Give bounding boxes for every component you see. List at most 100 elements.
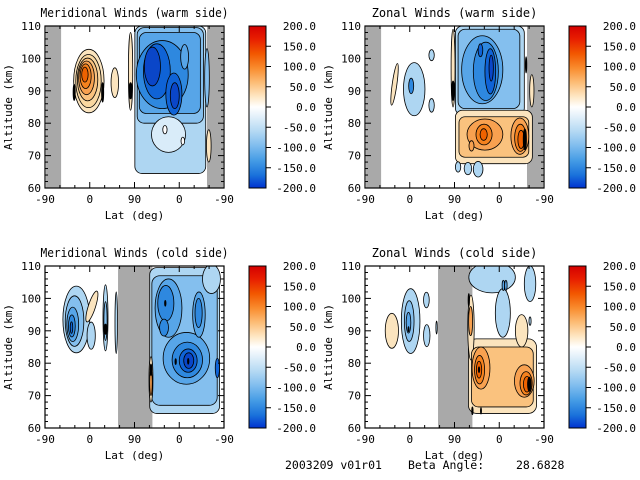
colorbar-label: 0.0 bbox=[296, 341, 316, 354]
contour-shape bbox=[69, 321, 74, 334]
y-tick-label: 80 bbox=[28, 357, 41, 370]
x-tick-label: -90 bbox=[214, 433, 234, 446]
x-tick-label: -90 bbox=[355, 433, 375, 446]
colorbar-label: 50.0 bbox=[290, 321, 317, 334]
contour-shape bbox=[428, 98, 435, 113]
colorbar-label: 150.0 bbox=[283, 280, 316, 293]
colorbar-label: 0.0 bbox=[296, 101, 316, 114]
contour-shape bbox=[206, 129, 212, 163]
contour-shape bbox=[488, 54, 494, 82]
colorbar-label: 200.0 bbox=[283, 260, 316, 273]
colorbar: 200.0 150.0 100.0 50.0 0.0 -50.0 -100.0 -150.0 -… bbox=[568, 20, 636, 195]
colorbar-label: 100.0 bbox=[603, 301, 636, 314]
contour-shape bbox=[180, 44, 189, 70]
contour-shape bbox=[527, 376, 532, 392]
x-tick-label: 0 bbox=[406, 193, 413, 206]
contour-shape bbox=[103, 323, 108, 335]
contour-shape bbox=[128, 82, 133, 100]
contour-shape bbox=[423, 324, 431, 348]
contour-shape bbox=[85, 290, 99, 323]
contour-field bbox=[366, 26, 544, 188]
contour-shape bbox=[149, 363, 153, 376]
x-tick-label: 0 bbox=[176, 433, 183, 446]
axis-ticks bbox=[44, 25, 225, 189]
colorbar-bar bbox=[568, 265, 587, 429]
contour-shape bbox=[159, 318, 169, 337]
colorbar-label: -100.0 bbox=[596, 142, 636, 155]
colorbar: 200.0 150.0 100.0 50.0 0.0 -50.0 -100.0 -150.0 -… bbox=[248, 20, 316, 195]
colorbar-label: -150.0 bbox=[276, 402, 316, 415]
y-tick-label: 90 bbox=[28, 85, 41, 98]
x-axis-title: Lat (deg) bbox=[425, 449, 485, 462]
y-tick-label: 80 bbox=[348, 357, 361, 370]
contour-shape bbox=[529, 74, 535, 108]
contour-shape bbox=[428, 49, 435, 62]
axis-ticks bbox=[364, 265, 545, 429]
contour-shape bbox=[151, 116, 186, 153]
y-tick-label: 90 bbox=[348, 325, 361, 338]
colorbar-label: -200.0 bbox=[276, 182, 316, 195]
colorbar-label: 50.0 bbox=[610, 321, 637, 334]
contour-shape bbox=[405, 311, 412, 334]
x-axis-title: Lat (deg) bbox=[105, 449, 165, 462]
y-tick-label: 110 bbox=[341, 20, 361, 33]
x-tick-label: 0 bbox=[86, 193, 93, 206]
colorbar-label: 200.0 bbox=[603, 20, 636, 33]
colorbar-label: 0.0 bbox=[616, 101, 636, 114]
colorbar-label: -200.0 bbox=[596, 182, 636, 195]
x-tick-label: -90 bbox=[534, 433, 554, 446]
y-tick-label: 100 bbox=[341, 52, 361, 65]
contour-shape bbox=[143, 46, 161, 87]
y-axis-title: Altitude (km) bbox=[2, 304, 15, 390]
colorbar: 200.0 150.0 100.0 50.0 0.0 -50.0 -100.0 -150.0 -… bbox=[248, 260, 317, 435]
contour-shape bbox=[114, 291, 118, 354]
colorbar-label: 100.0 bbox=[283, 61, 316, 74]
contour-shape bbox=[194, 298, 203, 328]
contour-shape bbox=[468, 140, 475, 152]
contour-shape bbox=[162, 125, 168, 135]
contour-shape bbox=[480, 407, 482, 415]
panel-title: Meridional Winds (cold side) bbox=[41, 245, 229, 260]
contour-shape bbox=[174, 358, 177, 365]
x-tick-label: 0 bbox=[176, 193, 183, 206]
colorbar-label: -50.0 bbox=[603, 121, 636, 134]
contour-shape bbox=[81, 66, 89, 83]
footer-beta-angle-value: 28.6828 bbox=[516, 458, 565, 472]
contour-shape bbox=[187, 357, 190, 365]
x-tick-label: 90 bbox=[128, 193, 141, 206]
contour-shape bbox=[390, 63, 399, 106]
colorbar-label: 150.0 bbox=[283, 40, 316, 53]
colorbar-label: -50.0 bbox=[283, 121, 316, 134]
contour-shape bbox=[477, 43, 484, 58]
contour-field bbox=[62, 266, 221, 428]
colorbar-label: -150.0 bbox=[596, 162, 636, 175]
contour-field bbox=[46, 26, 224, 188]
y-tick-label: 60 bbox=[28, 422, 41, 435]
contour-shape bbox=[384, 312, 399, 349]
contour-shape bbox=[479, 128, 488, 141]
contour-shape bbox=[468, 306, 473, 337]
y-tick-label: 80 bbox=[348, 117, 361, 130]
colorbar-bar bbox=[248, 25, 267, 189]
colorbar-label: -150.0 bbox=[596, 402, 636, 415]
colorbar-label: -200.0 bbox=[276, 422, 316, 435]
colorbar-label: 0.0 bbox=[616, 341, 636, 354]
contour-shape bbox=[72, 83, 76, 101]
y-tick-label: 100 bbox=[21, 292, 41, 305]
y-tick-label: 70 bbox=[348, 150, 361, 163]
no-data-band bbox=[366, 26, 382, 188]
contour-shape bbox=[477, 366, 481, 373]
y-tick-label: 100 bbox=[21, 52, 41, 65]
contour-shape bbox=[471, 406, 474, 416]
contour-shape bbox=[472, 161, 484, 178]
colorbar-label: -150.0 bbox=[276, 162, 316, 175]
colorbar-label: 150.0 bbox=[603, 280, 636, 293]
contour-shape bbox=[494, 288, 511, 338]
x-tick-label: 0 bbox=[496, 193, 503, 206]
x-axis-title: Lat (deg) bbox=[425, 209, 485, 222]
contour-shape bbox=[403, 62, 426, 117]
no-data-band bbox=[118, 266, 153, 428]
contour-shape bbox=[523, 266, 537, 303]
